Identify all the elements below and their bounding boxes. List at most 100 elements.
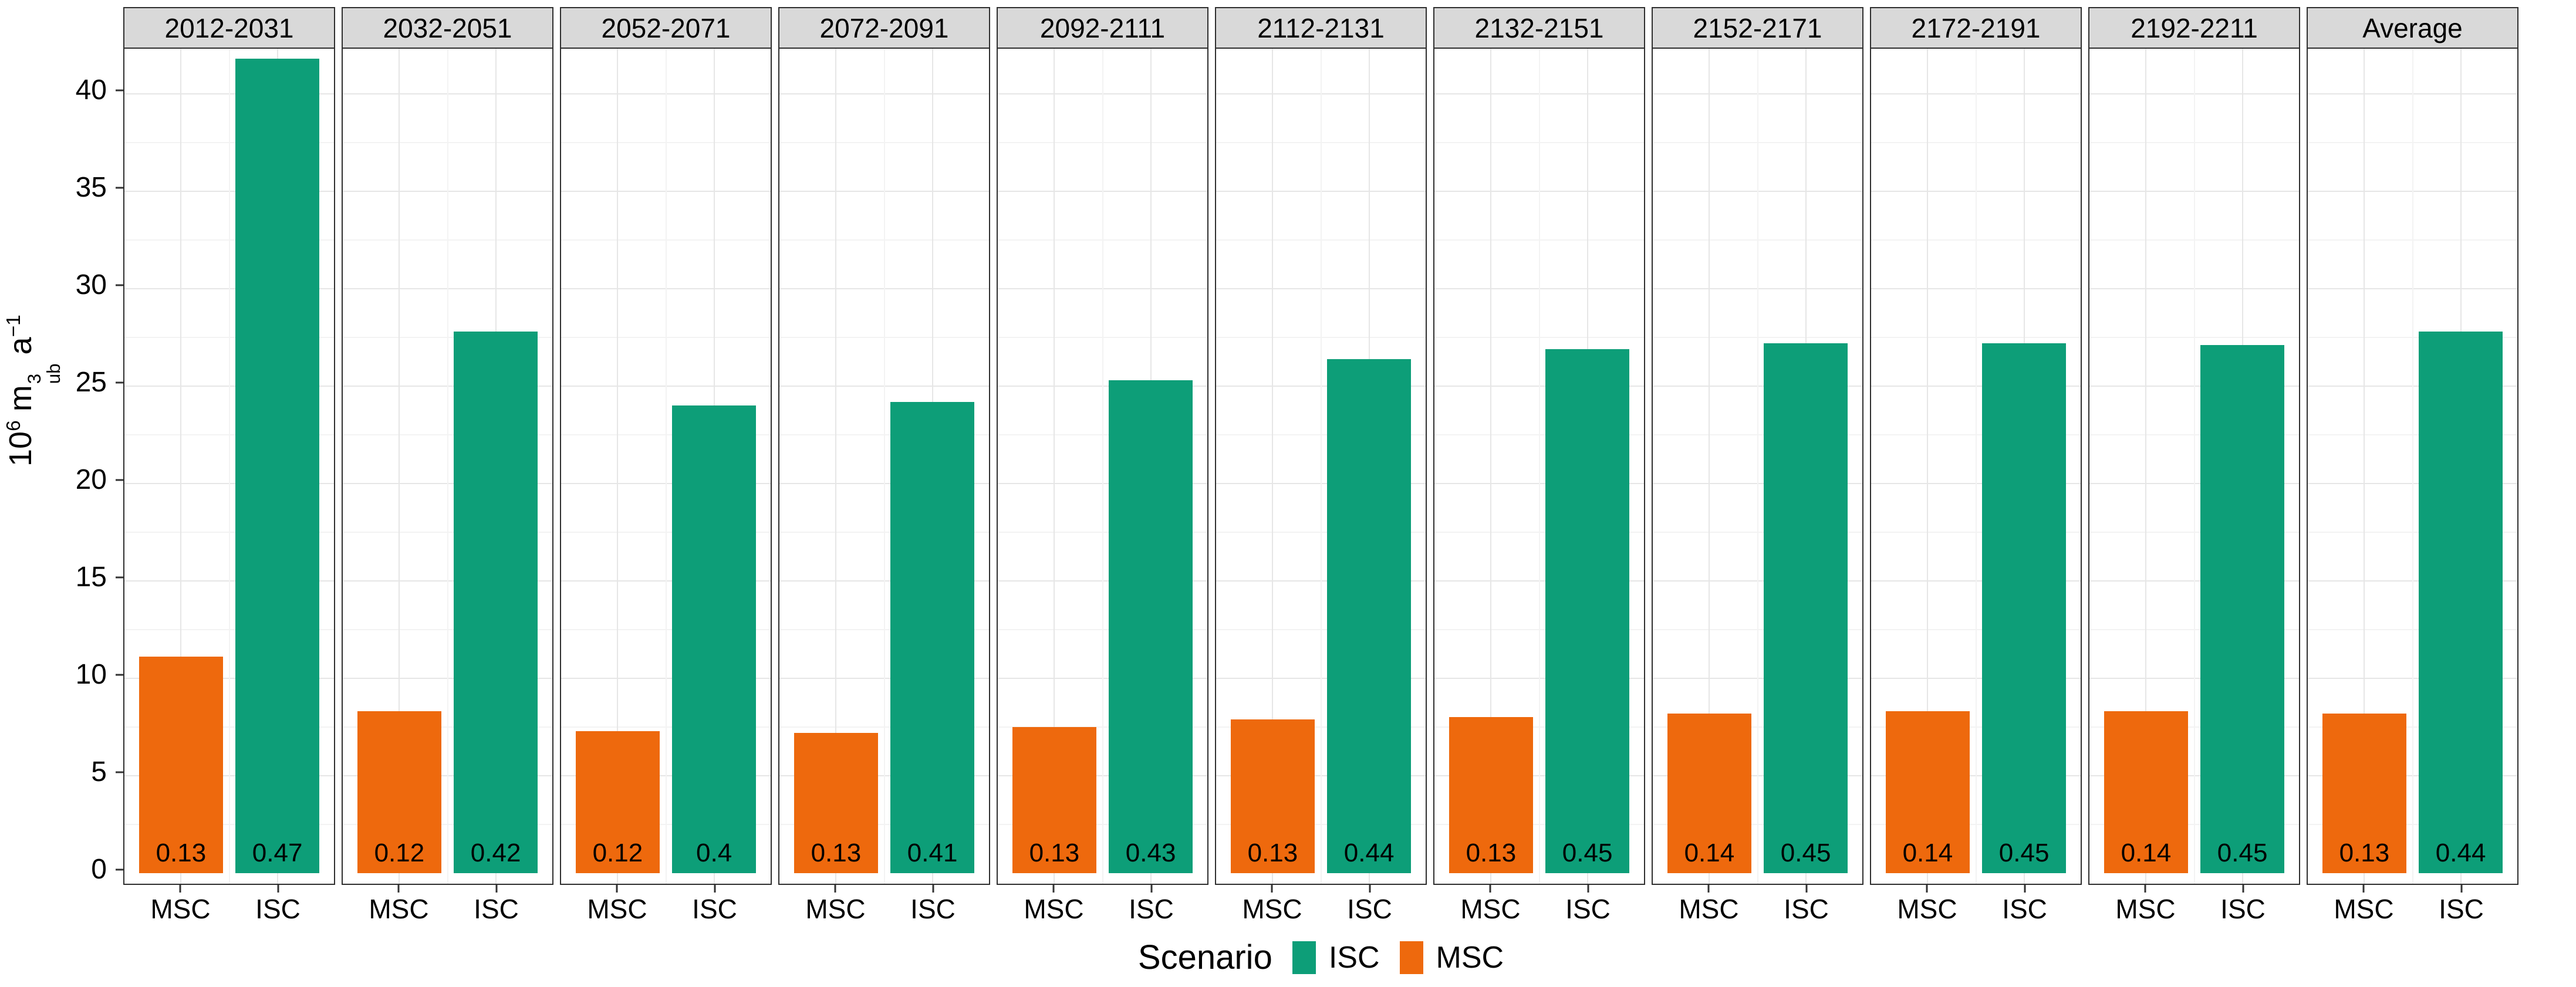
x-category-label: MSC <box>1242 894 1302 924</box>
x-axis-labels: MSC ISC <box>1652 885 1863 932</box>
x-tick-mark <box>616 885 618 893</box>
bar-value-label: 0.41 <box>907 838 958 867</box>
bar-msc: 0.12 <box>575 731 660 873</box>
bar-value-label: 0.44 <box>1343 838 1395 867</box>
bar-msc: 0.13 <box>2322 713 2406 873</box>
x-tick-mark <box>714 885 716 893</box>
gridline-vertical-minor <box>665 49 667 884</box>
bar-value-label: 0.42 <box>470 838 521 867</box>
panel-plot-area: 0.14 0.45 <box>2088 48 2300 885</box>
y-tick-mark <box>116 187 123 189</box>
y-tick-mark <box>116 771 123 773</box>
legend-key-swatch <box>1292 941 1316 974</box>
facet-strip-label: 2012-2031 <box>164 12 294 43</box>
x-tick-mark <box>1926 885 1928 893</box>
gridline-vertical <box>399 49 400 884</box>
bar-value-label: 0.45 <box>2217 838 2268 867</box>
gridline-vertical <box>180 49 182 884</box>
x-category-label: ISC <box>2002 894 2047 924</box>
legend: Scenario ISC MSC <box>123 934 2518 981</box>
bar-value-label: 0.13 <box>1247 838 1298 867</box>
panel-plot-area: 0.13 0.41 <box>778 48 990 885</box>
y-tick-label: 25 <box>75 367 107 398</box>
gridline-vertical <box>1054 49 1055 884</box>
bar-isc: 0.4 <box>672 405 756 873</box>
bar-msc: 0.13 <box>1012 727 1096 873</box>
x-tick-mark <box>1707 885 1710 893</box>
facet-strip-label: 2052-2071 <box>601 12 731 43</box>
gridline-vertical-minor <box>447 49 448 884</box>
y-axis: 106 m 3 ub a−1 0 5 10 15 20 25 30 35 40 <box>0 0 123 987</box>
bar-msc: 0.14 <box>1885 711 1970 873</box>
gridline-vertical <box>2364 49 2365 884</box>
gridline-vertical-minor <box>1757 49 1758 884</box>
x-tick-mark <box>2024 885 2026 893</box>
gridline-vertical <box>1927 49 1929 884</box>
facet-strip-label: 2152-2171 <box>1693 12 1822 43</box>
x-category-label: MSC <box>2334 894 2394 924</box>
gridline-vertical-minor <box>2193 49 2195 884</box>
x-axis-labels: MSC ISC <box>560 885 772 932</box>
y-title-unit-exp: 3 <box>23 373 45 384</box>
gridline-vertical-minor <box>1975 49 1977 884</box>
x-category-label: MSC <box>2115 894 2176 924</box>
bar-value-label: 0.13 <box>2339 838 2390 867</box>
y-title-per-exp: −1 <box>2 315 25 337</box>
y-tick-label: 5 <box>91 756 107 787</box>
y-tick-mark <box>116 479 123 481</box>
y-tick-label: 20 <box>75 464 107 495</box>
x-axis-labels: MSC ISC <box>2088 885 2300 932</box>
bar-value-label: 0.13 <box>156 838 207 867</box>
y-tick-label: 10 <box>75 659 107 690</box>
facet-panel: 2132-2151 0.13 0.45 MSC ISC <box>1433 7 1645 927</box>
bar-value-label: 0.14 <box>2121 838 2172 867</box>
gridline-vertical-minor <box>1538 49 1540 884</box>
x-category-label: ISC <box>1784 894 1829 924</box>
legend-entry-label: MSC <box>1436 941 1504 975</box>
bar-isc: 0.43 <box>1109 380 1193 873</box>
gridline-vertical <box>835 49 837 884</box>
bar-value-label: 0.43 <box>1125 838 1176 867</box>
x-category-label: ISC <box>255 894 301 924</box>
y-tick-mark <box>116 89 123 92</box>
x-category-label: ISC <box>1129 894 1174 924</box>
y-title-base-exp: 6 <box>2 420 25 431</box>
facet-strip: Average <box>2307 7 2518 49</box>
x-tick-mark <box>2460 885 2463 893</box>
y-title-per: a <box>2 337 38 355</box>
panel-plot-area: 0.13 0.44 <box>2307 48 2518 885</box>
panel-plot-area: 0.14 0.45 <box>1870 48 2082 885</box>
facet-panel: 2092-2111 0.13 0.43 MSC ISC <box>997 7 1208 927</box>
y-tick-label: 30 <box>75 269 107 300</box>
bar-value-label: 0.13 <box>1029 838 1080 867</box>
bar-msc: 0.12 <box>357 711 441 873</box>
facet-panel: 2052-2071 0.12 0.4 MSC ISC <box>560 7 772 927</box>
bar-msc: 0.14 <box>2104 711 2188 873</box>
x-tick-mark <box>1271 885 1273 893</box>
x-axis-labels: MSC ISC <box>997 885 1208 932</box>
facet-panel: 2172-2191 0.14 0.45 MSC ISC <box>1870 7 2082 927</box>
x-tick-mark <box>1587 885 1589 893</box>
gridline-vertical-minor <box>228 49 230 884</box>
x-category-label: MSC <box>805 894 866 924</box>
y-title-unit: m <box>2 385 38 412</box>
facet-strip: 2112-2131 <box>1215 7 1427 49</box>
y-tick-label: 40 <box>75 75 107 106</box>
facet-strip-label: 2092-2111 <box>1039 12 1166 43</box>
x-tick-mark <box>1489 885 1491 893</box>
legend-key-swatch <box>1399 941 1423 974</box>
legend-entry-msc: MSC <box>1399 941 1504 975</box>
bar-msc: 0.13 <box>139 657 223 873</box>
facet-strip: 2012-2031 <box>123 7 335 49</box>
facet-panel: 2012-2031 0.13 0.47 MSC ISC <box>123 7 335 927</box>
x-category-label: MSC <box>150 894 211 924</box>
gridline-vertical-minor <box>883 49 885 884</box>
x-category-label: ISC <box>474 894 519 924</box>
bar-value-label: 0.12 <box>374 838 425 867</box>
bar-value-label: 0.13 <box>1466 838 1517 867</box>
x-tick-mark <box>277 885 279 893</box>
panel-plot-area: 0.13 0.47 <box>123 48 335 885</box>
x-category-label: MSC <box>1024 894 1084 924</box>
x-tick-mark <box>2362 885 2365 893</box>
bar-isc: 0.47 <box>235 59 319 873</box>
